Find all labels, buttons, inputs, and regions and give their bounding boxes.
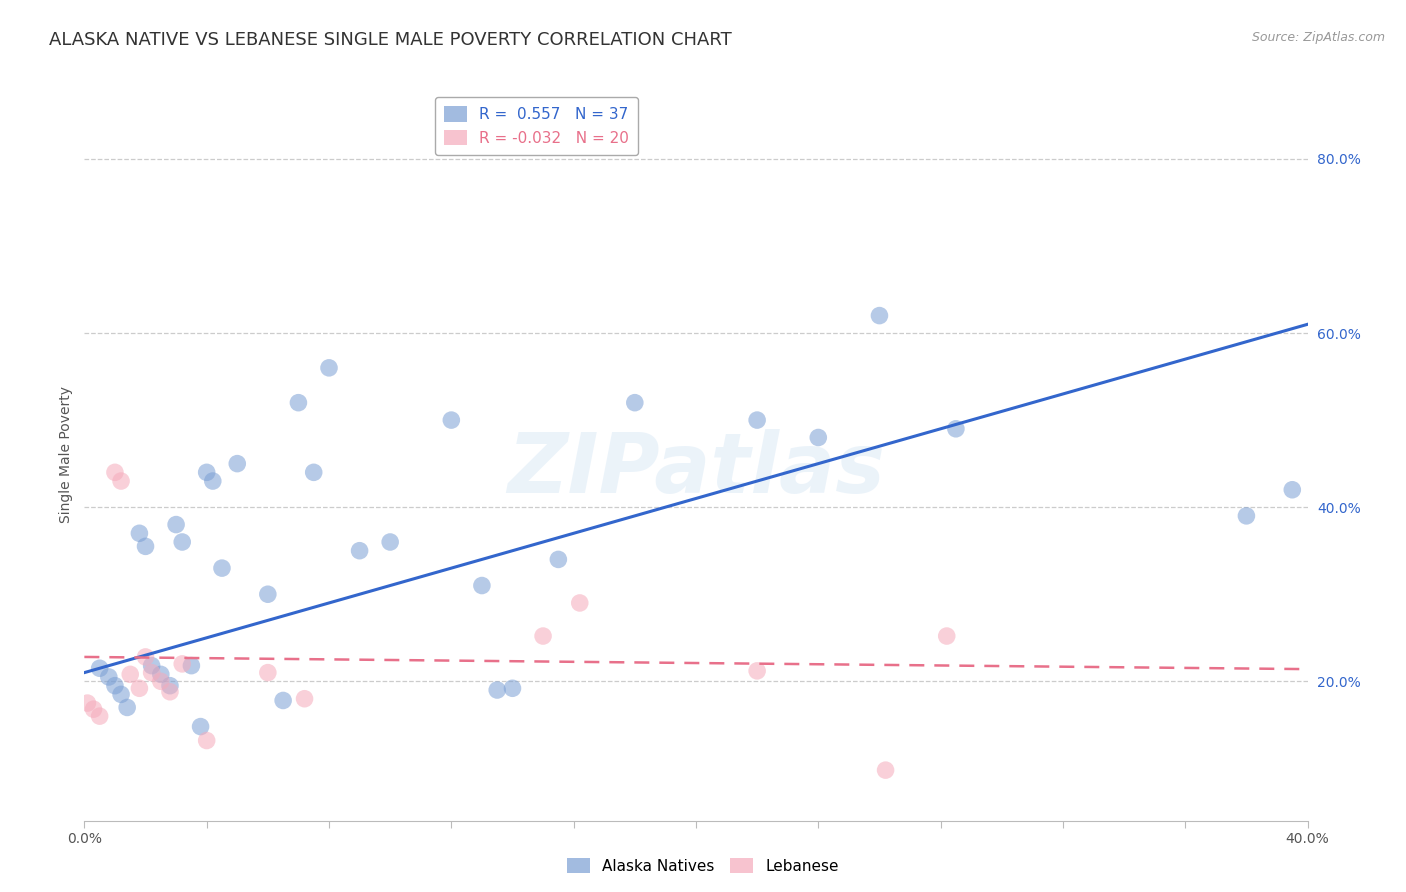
Point [1236,508,1258,523]
Text: ZIPatlas: ZIPatlas [508,429,884,510]
Point [257,665,280,680]
Point [226,457,249,471]
Legend: Alaska Natives, Lebanese: Alaska Natives, Lebanese [561,852,845,880]
Text: Source: ZipAtlas.com: Source: ZipAtlas.com [1251,31,1385,45]
Point [172,535,194,549]
Point [747,664,769,678]
Point [83,702,105,716]
Point [271,693,294,707]
Point [89,709,111,723]
Point [195,733,218,747]
Point [110,474,132,488]
Point [624,395,647,409]
Point [110,687,132,701]
Point [104,466,127,480]
Point [180,658,202,673]
Point [380,535,402,549]
Point [104,679,127,693]
Point [211,561,233,575]
Point [97,670,120,684]
Point [502,681,524,696]
Point [257,587,280,601]
Point [869,309,891,323]
Point [149,667,172,681]
Point [128,526,150,541]
Point [875,763,897,777]
Point [547,552,569,566]
Point [195,466,218,480]
Point [807,430,830,444]
Point [165,517,187,532]
Point [149,674,172,689]
Point [486,683,509,698]
Point [201,474,224,488]
Point [1281,483,1303,497]
Point [141,665,163,680]
Point [318,360,340,375]
Point [945,422,967,436]
Point [120,667,142,681]
Point [190,720,212,734]
Point [135,539,157,553]
Point [471,578,494,592]
Point [440,413,463,427]
Legend: R =  0.557   N = 37, R = -0.032   N = 20: R = 0.557 N = 37, R = -0.032 N = 20 [434,97,638,155]
Point [287,395,309,409]
Point [294,691,316,706]
Point [349,543,371,558]
Point [747,413,769,427]
Point [159,679,181,693]
Point [302,466,325,480]
Point [159,685,181,699]
Text: ALASKA NATIVE VS LEBANESE SINGLE MALE POVERTY CORRELATION CHART: ALASKA NATIVE VS LEBANESE SINGLE MALE PO… [49,31,733,49]
Y-axis label: Single Male Poverty: Single Male Poverty [59,386,73,524]
Point [89,661,111,675]
Point [128,681,150,696]
Point [172,657,194,671]
Point [76,696,98,710]
Point [568,596,591,610]
Point [115,700,138,714]
Point [935,629,957,643]
Point [531,629,554,643]
Point [135,649,157,664]
Point [141,658,163,673]
